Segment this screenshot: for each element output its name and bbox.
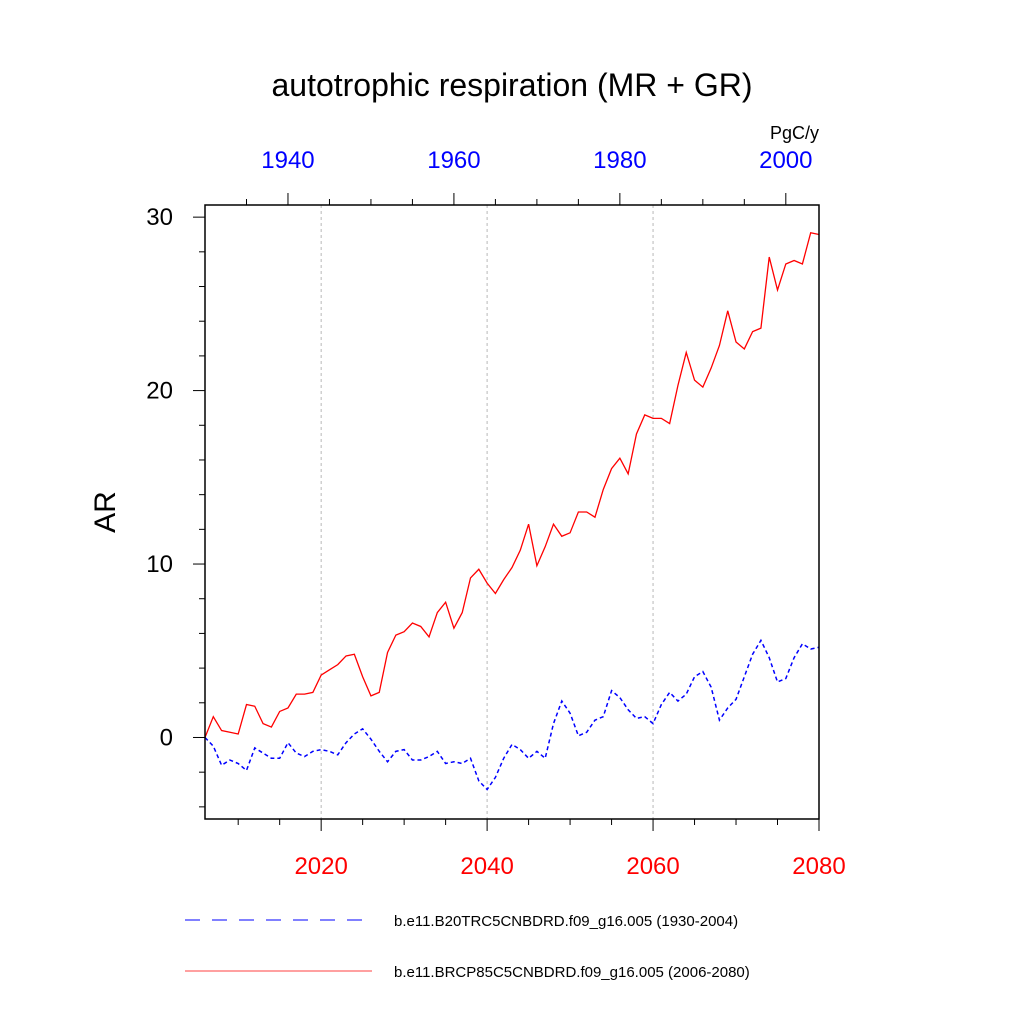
x-tick-label-bottom: 2040 [460,853,513,880]
series-line-0 [204,638,820,791]
y-tick-label: 30 [146,204,173,231]
y-tick-label: 20 [146,378,173,405]
x-tick-label-top: 2000 [759,147,812,174]
plot-frame [204,204,820,820]
legend-label-rcp85: b.e11.BRCP85C5CNBDRD.f09_g16.005 (2006-2… [394,964,750,981]
x-tick-label-top: 1980 [593,147,646,174]
x-tick-label-bottom: 2020 [294,853,347,880]
y-tick-label: 10 [146,551,173,578]
plot-area: 0 10 20 30 2020 2040 2060 2080 1940 1960 1980 2000 [146,147,845,880]
units-label: PgC/y [770,123,819,143]
x-tick-label-bottom: 2080 [792,853,845,880]
x-tick-label-top: 1940 [261,147,314,174]
legend-label-historical: b.e11.B20TRC5CNBDRD.f09_g16.005 (1930-20… [394,913,738,930]
chart-title: autotrophic respiration (MR + GR) [271,67,752,103]
x-tick-label-top: 1960 [427,147,480,174]
legend: b.e11.B20TRC5CNBDRD.f09_g16.005 (1930-20… [185,913,750,981]
y-tick-label: 0 [160,724,173,751]
series-line-1 [204,231,820,738]
y-axis-label: AR [89,491,122,533]
x-tick-label-bottom: 2060 [626,853,679,880]
